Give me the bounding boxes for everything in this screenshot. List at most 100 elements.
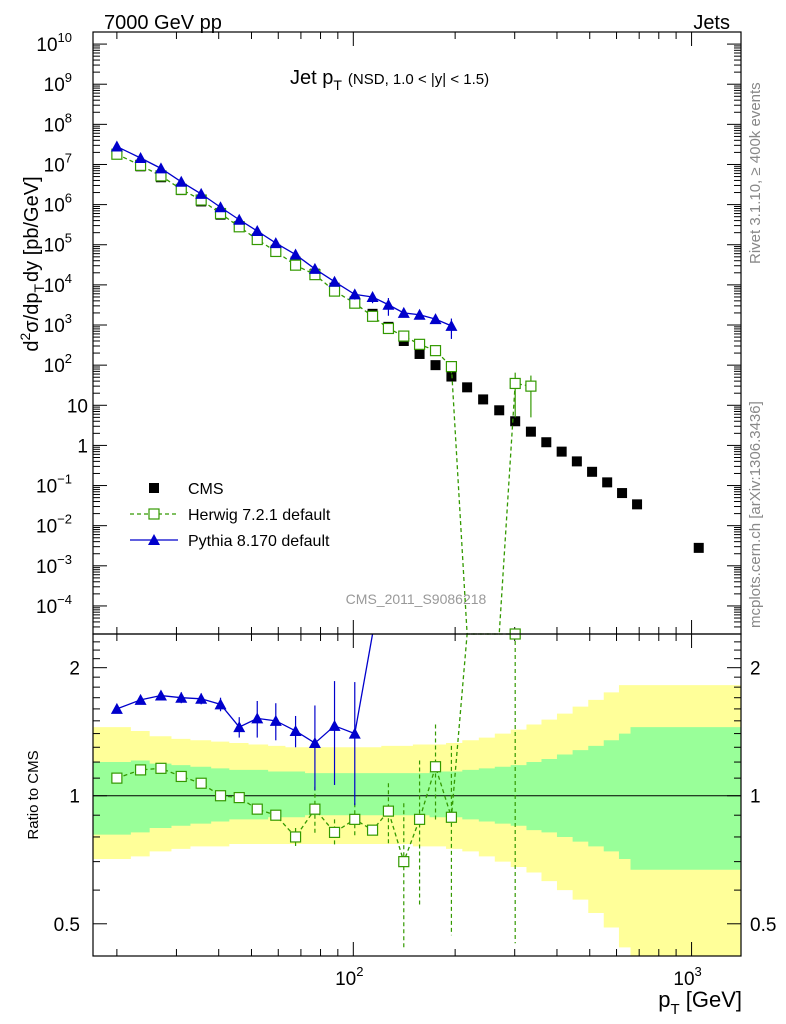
- ratio-point-herwig: [175, 770, 187, 783]
- y-tick-label-exp: 4: [65, 271, 72, 286]
- ratio-point-herwig: [111, 772, 123, 784]
- data-point-pythia: [251, 225, 264, 237]
- legend-label-pythia: Pythia 8.170 default: [188, 533, 330, 550]
- data-point-herwig: [251, 233, 263, 246]
- data-point-pythia: [308, 262, 321, 274]
- data-point-pythia: [328, 275, 341, 287]
- y-tick-label-base: 10: [44, 356, 65, 377]
- legend-item-cms: CMS: [149, 481, 224, 498]
- legend-marker-herwig: [148, 508, 160, 520]
- ratio-point-pythia: [110, 702, 123, 714]
- data-point-pythia: [134, 152, 147, 164]
- data-point-cms: [617, 488, 628, 499]
- ratio-frame: [92, 633, 742, 957]
- ratio-point-pythia: [328, 719, 341, 731]
- ratio-point-herwig: [429, 761, 442, 773]
- ratio-point-herwig: [195, 777, 207, 789]
- y-tick-label-base: 10: [44, 196, 65, 217]
- data-point-cms: [693, 542, 704, 553]
- series-line-herwig: [116, 153, 532, 635]
- ratio-point-pythia: [348, 727, 361, 739]
- ratio-point-herwig: [155, 762, 167, 774]
- data-point-herwig: [349, 297, 361, 309]
- data-point-cms: [430, 360, 441, 371]
- data-point-herwig: [525, 380, 537, 392]
- main-series: [110, 140, 704, 635]
- x-tick-label-exp: 2: [356, 964, 363, 979]
- ratio-point-pythia: [154, 689, 167, 701]
- ratio-point-herwig: [134, 764, 147, 776]
- y-tick-label: 10−2: [36, 512, 72, 538]
- data-point-herwig: [328, 285, 341, 297]
- data-point-pythia: [195, 187, 208, 199]
- y-tick-label-left: 2: [69, 659, 80, 680]
- y-tick-label-left: 1: [69, 787, 80, 808]
- legend: CMS Herwig 7.2.1 default Pythia 8.170 defa…: [130, 481, 331, 550]
- legend-label-herwig: Herwig 7.2.1 default: [188, 507, 331, 524]
- x-tick-label: 102: [335, 964, 363, 990]
- y-tick-label-exp: 3: [65, 311, 72, 326]
- y-tick-label: 1010: [36, 30, 72, 56]
- ratio-point-pythia: [134, 693, 147, 705]
- data-point-herwig: [289, 259, 302, 271]
- ratio-point-pythia: [251, 712, 264, 724]
- y-tick-label-exp: 7: [65, 150, 72, 165]
- data-point-herwig: [413, 338, 426, 350]
- ratio-point-herwig: [366, 824, 379, 836]
- ratio-series-herwig: [111, 628, 521, 948]
- xlabel: pT [GeV]: [658, 987, 742, 1018]
- data-point-pythia: [397, 306, 410, 318]
- y-tick-label: 103: [44, 311, 72, 337]
- y-tick-label-exp: −2: [57, 512, 72, 527]
- data-point-cms: [587, 466, 598, 477]
- y-tick-label-exp: 10: [58, 30, 72, 45]
- data-point-herwig: [382, 322, 395, 335]
- ratio-point-herwig: [309, 803, 321, 815]
- y-tick-label: 107: [44, 150, 72, 176]
- ratio-point-pythia: [269, 714, 282, 726]
- y-tick-label: 104: [44, 271, 72, 297]
- legend-item-herwig: Herwig 7.2.1 default: [130, 507, 331, 524]
- ratio-point-herwig: [289, 831, 302, 843]
- data-point-cms: [510, 416, 521, 427]
- legend-marker-cms: [149, 483, 159, 493]
- x-tick-label: 103: [673, 964, 701, 990]
- data-point-pythia: [382, 298, 395, 310]
- main-axes: 101010910810710610510410310210110−110−21…: [36, 30, 741, 635]
- header-right: Jets: [693, 12, 730, 34]
- rivet-label: Rivet 3.1.10, ≥ 400k events: [747, 82, 764, 264]
- y-tick-label: 106: [44, 191, 72, 217]
- y-tick-label-base: 10: [36, 597, 57, 618]
- band-inner: [93, 727, 741, 870]
- ratio-point-herwig: [413, 813, 426, 825]
- y-tick-label-exp: −3: [57, 552, 72, 567]
- data-point-pythia: [175, 175, 188, 187]
- ratio-point-pythia: [289, 724, 302, 736]
- data-point-herwig: [445, 361, 458, 373]
- y-tick-label: 10−1: [36, 472, 72, 498]
- ratio-point-herwig: [214, 790, 227, 802]
- y-tick-label-base: 10: [36, 35, 57, 56]
- analysis-label: CMS_2011_S9086218: [346, 591, 487, 607]
- data-point-pythia: [429, 313, 442, 325]
- data-point-pythia: [289, 248, 302, 260]
- y-tick-label: 10−3: [36, 552, 72, 578]
- series-line-pythia: [116, 145, 452, 327]
- mcplots-label: mcplots.cern.ch [arXiv:1306.3436]: [747, 401, 764, 628]
- ratio-point-herwig: [382, 805, 395, 817]
- y-tick-label-base: 10: [44, 236, 65, 257]
- main-title: Jet pT (NSD, 1.0 < |y| < 1.5): [290, 67, 489, 93]
- data-point-pythia: [154, 162, 167, 174]
- data-point-pythia: [233, 213, 246, 225]
- data-point-pythia: [269, 237, 282, 249]
- x-tick-label-base: 10: [673, 969, 694, 990]
- ratio-point-herwig: [445, 811, 458, 823]
- ratio-series: [110, 628, 521, 948]
- legend-item-pythia: Pythia 8.170 default: [130, 533, 330, 550]
- ratio-point-pythia: [195, 692, 208, 704]
- ratio-point-pythia: [308, 737, 321, 749]
- y-tick-label: 105: [44, 231, 72, 257]
- data-point-pythia: [445, 319, 458, 331]
